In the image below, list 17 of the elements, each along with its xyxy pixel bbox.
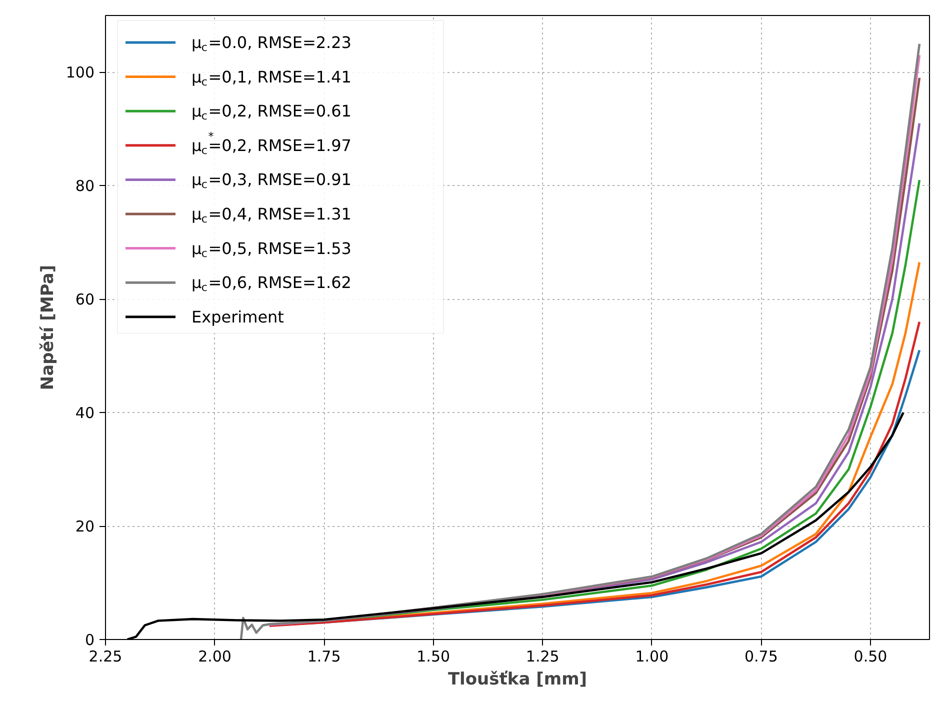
y-tick-label: 0 xyxy=(84,631,95,649)
x-tick-label: 1.25 xyxy=(526,648,560,666)
y-tick-label: 20 xyxy=(75,518,95,536)
y-tick-label: 80 xyxy=(75,177,95,196)
x-tick-label: 2.00 xyxy=(198,648,232,666)
y-tick-label: 40 xyxy=(75,404,95,422)
x-axis-title: Tloušťka [mm] xyxy=(448,670,588,690)
y-tick-label: 60 xyxy=(75,290,95,309)
x-tick-label: 1.50 xyxy=(416,648,450,666)
legend-label: Experiment xyxy=(192,307,284,326)
x-tick-label: 0.75 xyxy=(744,648,778,666)
x-tick-label: 1.75 xyxy=(307,648,341,666)
x-tick-label: 1.00 xyxy=(635,648,669,666)
x-tick-label: 2.25 xyxy=(88,648,122,666)
y-axis-title: Napětí [MPa] xyxy=(38,264,58,390)
x-tick-label: 0.50 xyxy=(854,648,888,666)
y-tick-label: 100 xyxy=(66,64,95,82)
